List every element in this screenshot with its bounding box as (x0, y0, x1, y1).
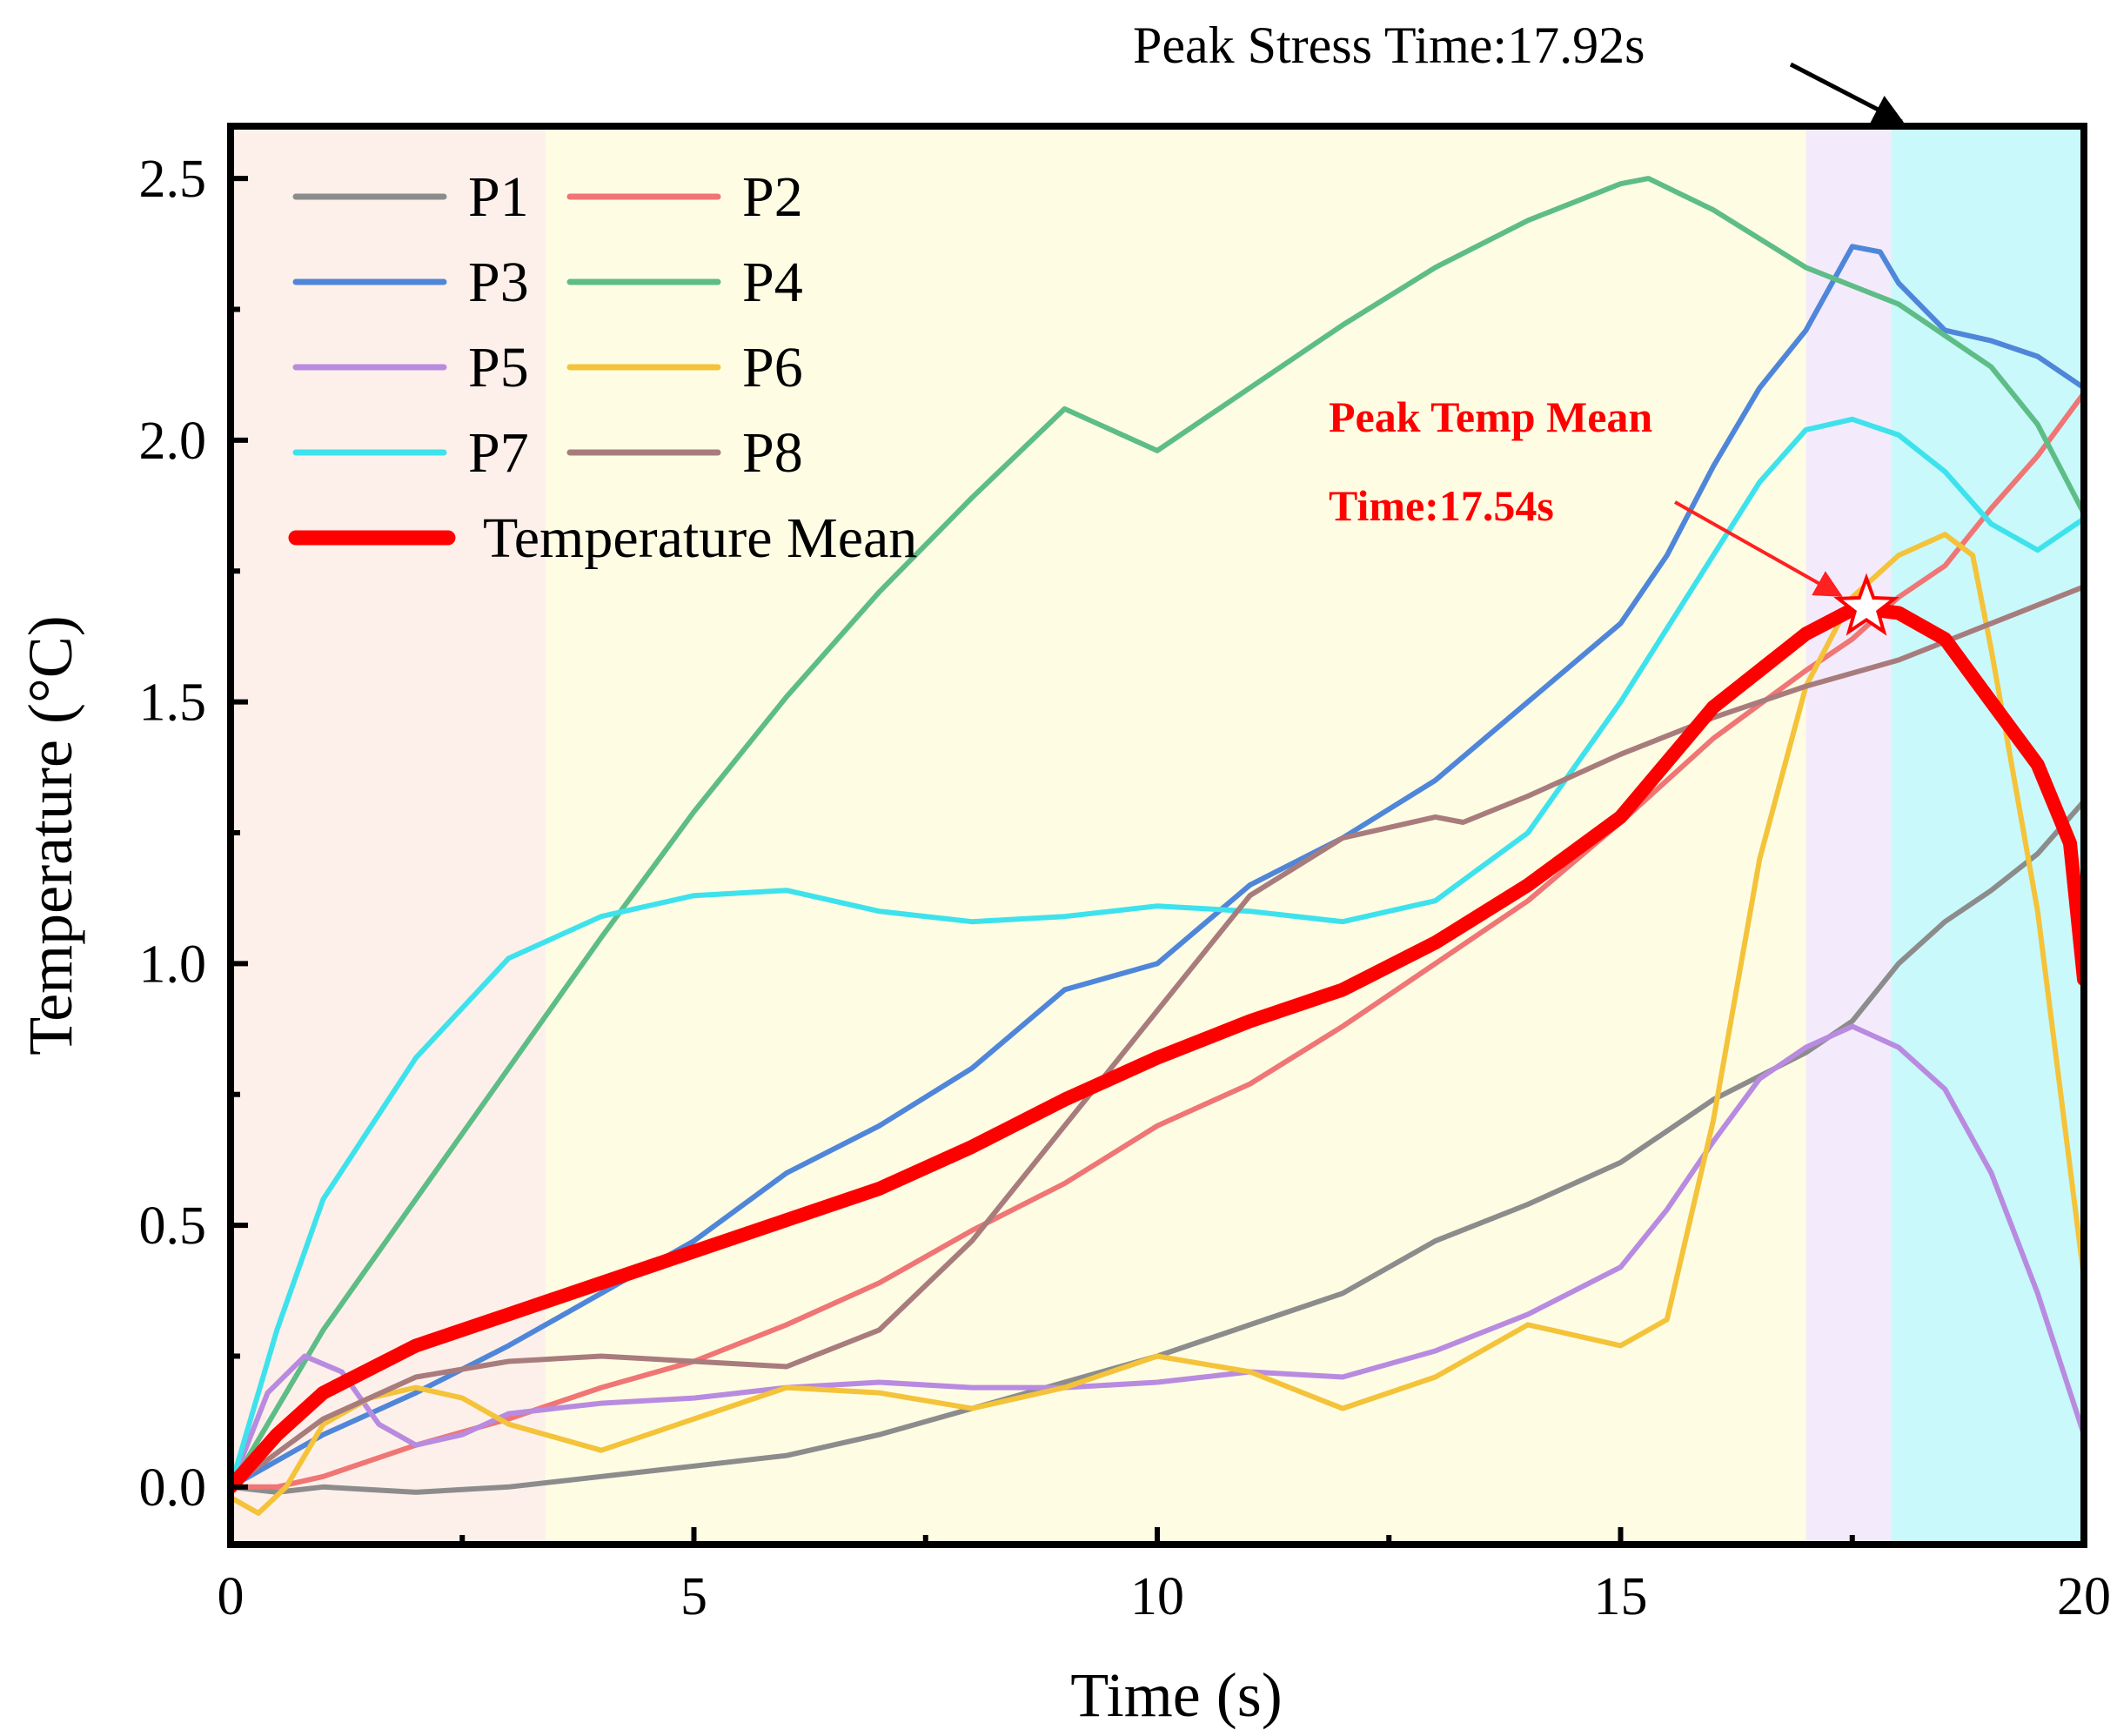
series-line-p6 (231, 532, 2084, 1516)
series-line-p3 (231, 244, 2084, 1490)
legend-label-p8: P8 (742, 421, 803, 485)
series-line-p5 (231, 1023, 2084, 1490)
x-ticks: 0 5 10 15 20 (218, 1527, 2111, 1626)
peak-temp-label-line2: Time:17.54s (1329, 481, 1554, 530)
legend-label-p5: P5 (468, 336, 529, 399)
legend: P1 P2 P3 P4 P5 P6 P7 P8 Temperature Mean (288, 165, 917, 570)
y-axis-label: Temperature (°C) (16, 615, 85, 1056)
peak-stress-label: Peak Stress Time:17.92s (1133, 17, 1645, 74)
x-tick-label: 15 (1594, 1567, 1648, 1626)
y-tick-label: 1.0 (139, 935, 207, 994)
peak-temp-label-line1: Peak Temp Mean (1329, 392, 1652, 441)
peak-temp-arrow (1674, 500, 1843, 598)
series-line-p8 (231, 584, 2084, 1490)
series-line-p1 (231, 798, 2084, 1495)
x-tick-label: 0 (218, 1567, 245, 1626)
phase-band-2 (546, 126, 1806, 1545)
legend-label-p4: P4 (742, 251, 803, 314)
legend-label-temperature-mean: Temperature Mean (483, 506, 917, 570)
peak-temp-star-marker (1833, 573, 1899, 636)
y-tick-label: 0.5 (139, 1196, 207, 1256)
y-tick-label: 2.5 (139, 150, 207, 209)
x-tick-label: 20 (2057, 1567, 2111, 1626)
series-line-temperature-mean (231, 600, 2084, 1494)
y-tick-label: 0.0 (139, 1458, 207, 1518)
series-line-p7 (231, 416, 2084, 1490)
legend-label-p7: P7 (468, 421, 529, 485)
y-tick-label: 1.5 (139, 674, 207, 733)
x-tick-label: 5 (680, 1567, 707, 1626)
series-line-p4 (231, 176, 2084, 1490)
legend-label-p6: P6 (742, 336, 803, 399)
peak-stress-arrow (1789, 62, 1905, 124)
y-tick-label: 2.0 (139, 412, 207, 471)
phase-band-3 (1805, 126, 1892, 1545)
legend-label-p3: P3 (468, 251, 529, 314)
legend-label-p2: P2 (742, 165, 803, 229)
x-tick-label: 10 (1130, 1567, 1184, 1626)
legend-label-p1: P1 (468, 165, 529, 229)
x-axis-label: Time (s) (1070, 1660, 1282, 1730)
y-ticks: 0.0 0.5 1.0 1.5 2.0 2.5 (139, 150, 248, 1518)
